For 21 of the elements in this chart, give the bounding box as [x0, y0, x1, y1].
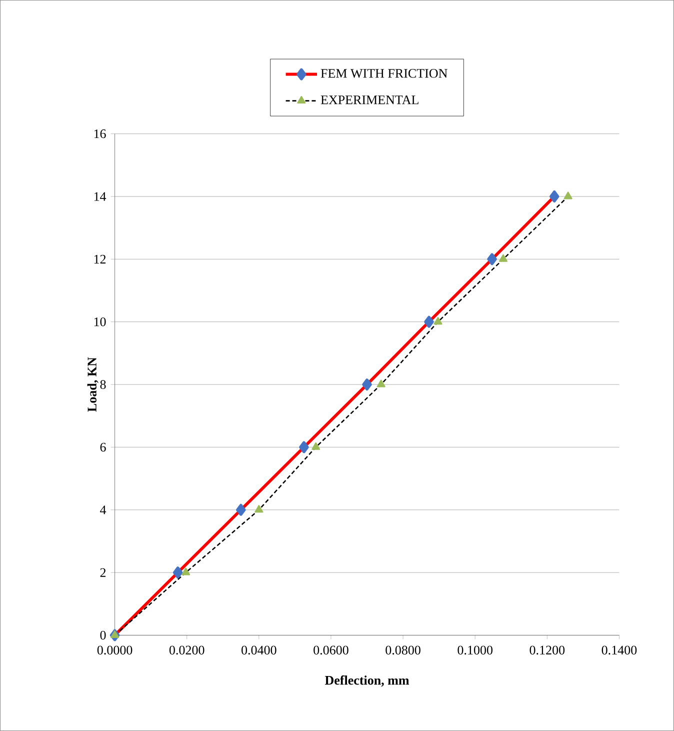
x-tick-label: 0.0200: [169, 646, 204, 655]
y-tick-label: 2: [100, 568, 106, 577]
x-tick-label: 0.0400: [242, 646, 276, 655]
x-tick-label: 0.1200: [530, 646, 565, 655]
y-tick-label: 6: [100, 442, 106, 452]
legend-label: EXPERIMENTAL: [320, 96, 418, 104]
legend-label: FEM WITH FRICTION: [320, 69, 448, 78]
x-tick-label: 0.1400: [602, 646, 637, 655]
y-tick-label: 4: [100, 506, 106, 514]
y-tick-label: 0: [100, 630, 106, 640]
y-tick-label: 16: [94, 129, 106, 138]
x-tick-label: 0.0800: [386, 646, 420, 655]
y-axis-title: Load, KN: [87, 357, 98, 412]
y-tick-label: 14: [94, 192, 106, 201]
y-tick-label: 10: [94, 317, 106, 326]
y-tick-label: 12: [94, 254, 106, 264]
y-tick-label: 8: [100, 380, 106, 389]
x-tick-label: 0.1000: [458, 646, 492, 655]
x-axis-title: Deflection, mm: [324, 675, 410, 687]
x-tick-label: 0.0600: [314, 646, 348, 655]
x-tick-label: 0.0000: [97, 646, 132, 655]
